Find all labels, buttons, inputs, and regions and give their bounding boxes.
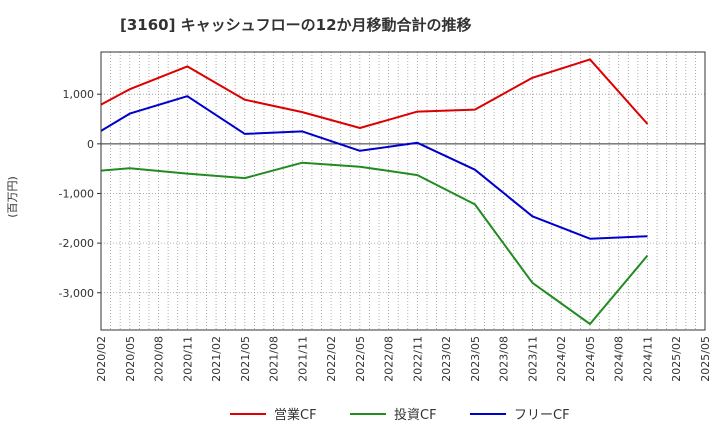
x-tick-label: 2021/02 bbox=[210, 336, 223, 382]
x-tick-label: 2024/08 bbox=[613, 336, 626, 382]
y-tick-label: -1,000 bbox=[59, 187, 94, 200]
y-axis-label: (百万円) bbox=[6, 176, 19, 218]
x-tick-label: 2021/05 bbox=[239, 336, 252, 382]
x-tick-label: 2023/02 bbox=[440, 336, 453, 382]
x-tick-label: 2023/08 bbox=[498, 336, 511, 382]
y-tick-label: -2,000 bbox=[59, 237, 94, 250]
legend-label: 投資CF bbox=[394, 407, 437, 423]
x-tick-label: 2020/02 bbox=[95, 336, 108, 382]
series-line-0 bbox=[100, 58, 649, 129]
series-line-1 bbox=[100, 161, 649, 325]
y-tick-label: 0 bbox=[87, 138, 94, 151]
x-tick-label: 2024/05 bbox=[584, 336, 597, 382]
x-tick-label: 2020/11 bbox=[181, 336, 194, 382]
x-tick-labels: 2020/02 2020/05 2020/08 2020/11 2021/02 2021/… bbox=[95, 336, 712, 382]
x-tick-label: 2022/11 bbox=[411, 336, 424, 382]
x-tick-label: 2023/11 bbox=[526, 336, 539, 382]
series-line-2 bbox=[100, 95, 648, 240]
chart-title: [3160] キャッシュフローの12か月移動合計の推移 bbox=[120, 16, 472, 34]
grid-lines bbox=[101, 52, 705, 330]
plot-frame bbox=[100, 51, 706, 331]
series-group bbox=[100, 58, 649, 325]
x-tick-label: 2025/02 bbox=[670, 336, 683, 382]
legend: 営業CF 投資CF フリーCF bbox=[230, 407, 570, 423]
x-tick-label: 2023/05 bbox=[469, 336, 482, 382]
x-tick-label: 2022/08 bbox=[383, 336, 396, 382]
x-tick-label: 2021/11 bbox=[296, 336, 309, 382]
x-tick-label: 2020/08 bbox=[153, 336, 166, 382]
legend-label: フリーCF bbox=[514, 408, 570, 423]
x-tick-label: 2021/08 bbox=[268, 336, 281, 382]
y-tick-label: -3,000 bbox=[59, 287, 94, 300]
legend-label: 営業CF bbox=[274, 407, 317, 423]
y-tick-labels: 1,000 0 -1,000 -2,000 -3,000 bbox=[59, 88, 101, 300]
x-tick-label: 2024/11 bbox=[641, 336, 654, 382]
x-tick-label: 2024/02 bbox=[555, 336, 568, 382]
x-tick-label: 2020/05 bbox=[124, 336, 137, 382]
x-tick-label: 2022/02 bbox=[325, 336, 338, 382]
x-tick-label: 2025/05 bbox=[699, 336, 712, 382]
y-tick-label: 1,000 bbox=[63, 88, 95, 101]
x-tick-label: 2022/05 bbox=[354, 336, 367, 382]
